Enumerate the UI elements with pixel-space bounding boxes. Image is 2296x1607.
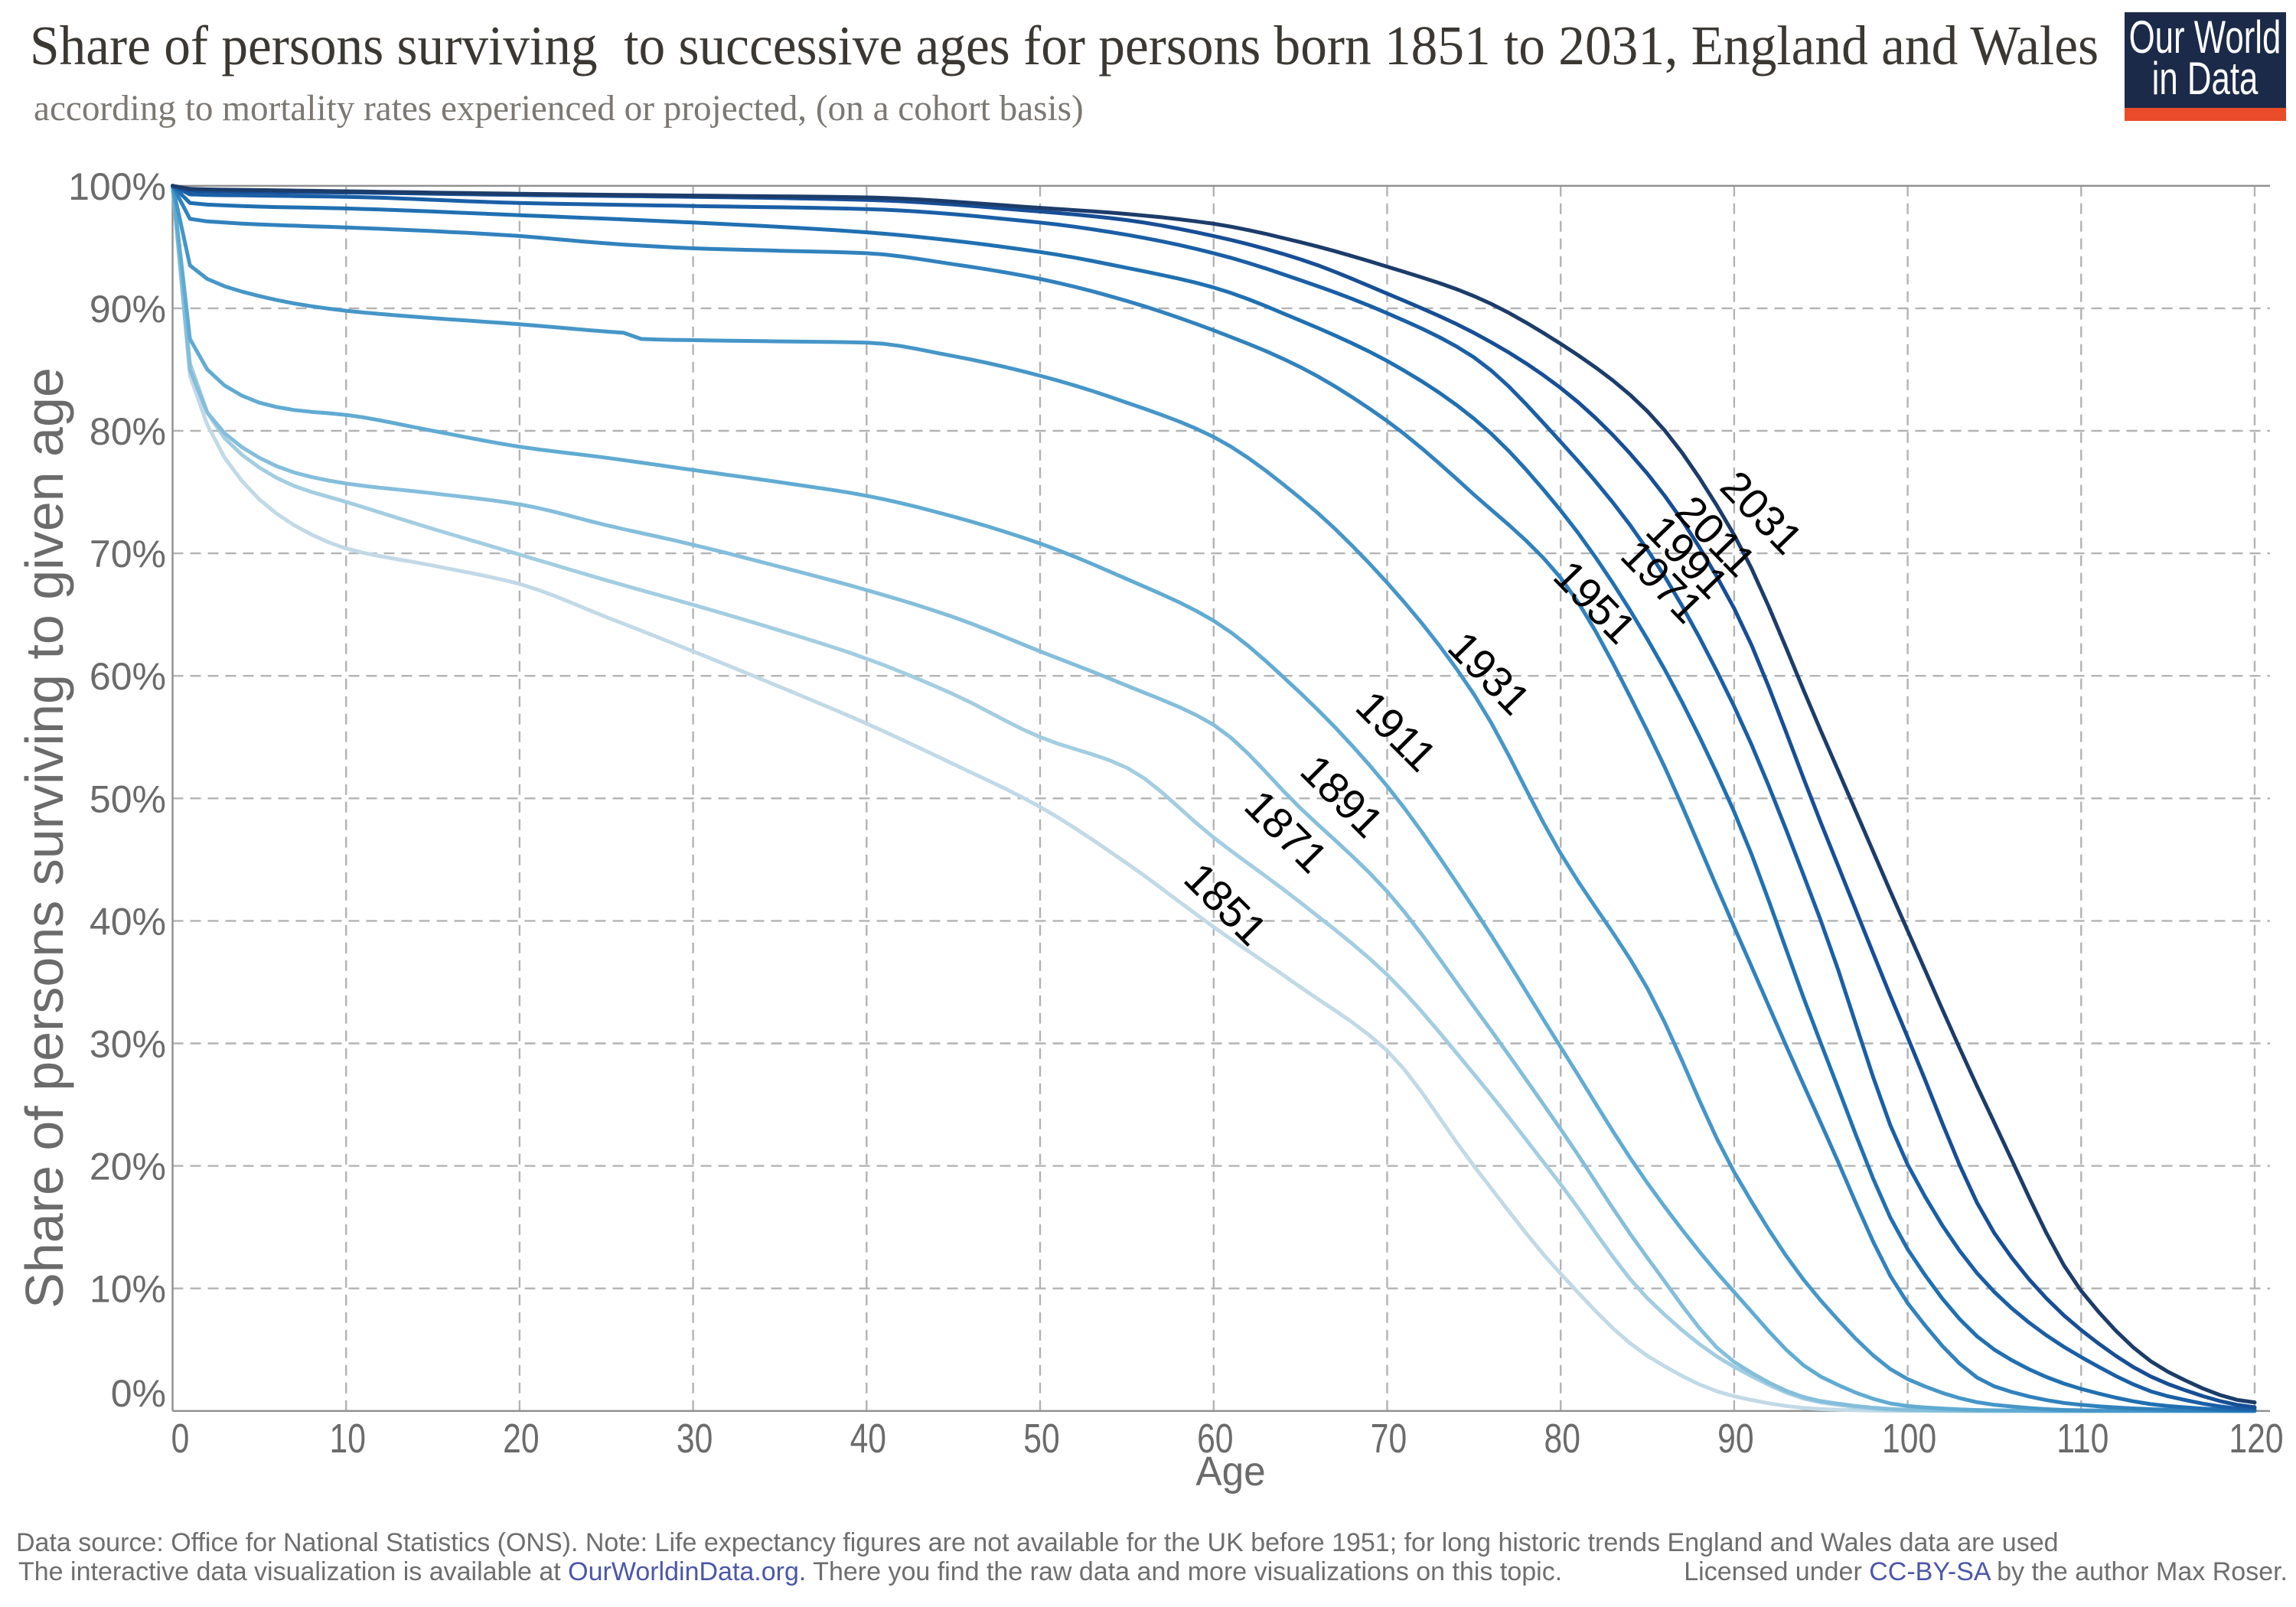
- svg-text:90%: 90%: [90, 288, 166, 331]
- svg-text:Age: Age: [1195, 1449, 1265, 1495]
- svg-text:0%: 0%: [111, 1372, 166, 1415]
- svg-text:80%: 80%: [90, 410, 166, 453]
- svg-text:70%: 70%: [90, 533, 166, 575]
- svg-text:40: 40: [850, 1416, 886, 1462]
- svg-text:10%: 10%: [90, 1268, 166, 1311]
- svg-text:30: 30: [677, 1416, 713, 1462]
- svg-text:1851: 1851: [1175, 853, 1277, 955]
- svg-text:100: 100: [1882, 1416, 1936, 1462]
- svg-text:50: 50: [1023, 1416, 1059, 1462]
- svg-text:Share of persons surviving to: Share of persons surviving to given age: [15, 367, 74, 1309]
- svg-text:110: 110: [2056, 1416, 2108, 1462]
- svg-text:80: 80: [1544, 1416, 1580, 1462]
- svg-text:20%: 20%: [90, 1146, 166, 1188]
- svg-text:30%: 30%: [90, 1023, 166, 1066]
- svg-text:1931: 1931: [1439, 622, 1540, 724]
- svg-text:70: 70: [1371, 1416, 1407, 1462]
- svg-text:10: 10: [329, 1416, 365, 1462]
- svg-text:90: 90: [1717, 1416, 1753, 1462]
- svg-text:1911: 1911: [1347, 681, 1446, 781]
- svg-text:50%: 50%: [90, 777, 166, 820]
- svg-text:20: 20: [503, 1416, 539, 1462]
- svg-text:120: 120: [2229, 1416, 2283, 1462]
- svg-text:0: 0: [171, 1416, 190, 1462]
- svg-text:40%: 40%: [90, 900, 166, 943]
- svg-text:60%: 60%: [90, 655, 166, 698]
- svg-text:60: 60: [1197, 1416, 1233, 1462]
- svg-text:100%: 100%: [68, 165, 166, 208]
